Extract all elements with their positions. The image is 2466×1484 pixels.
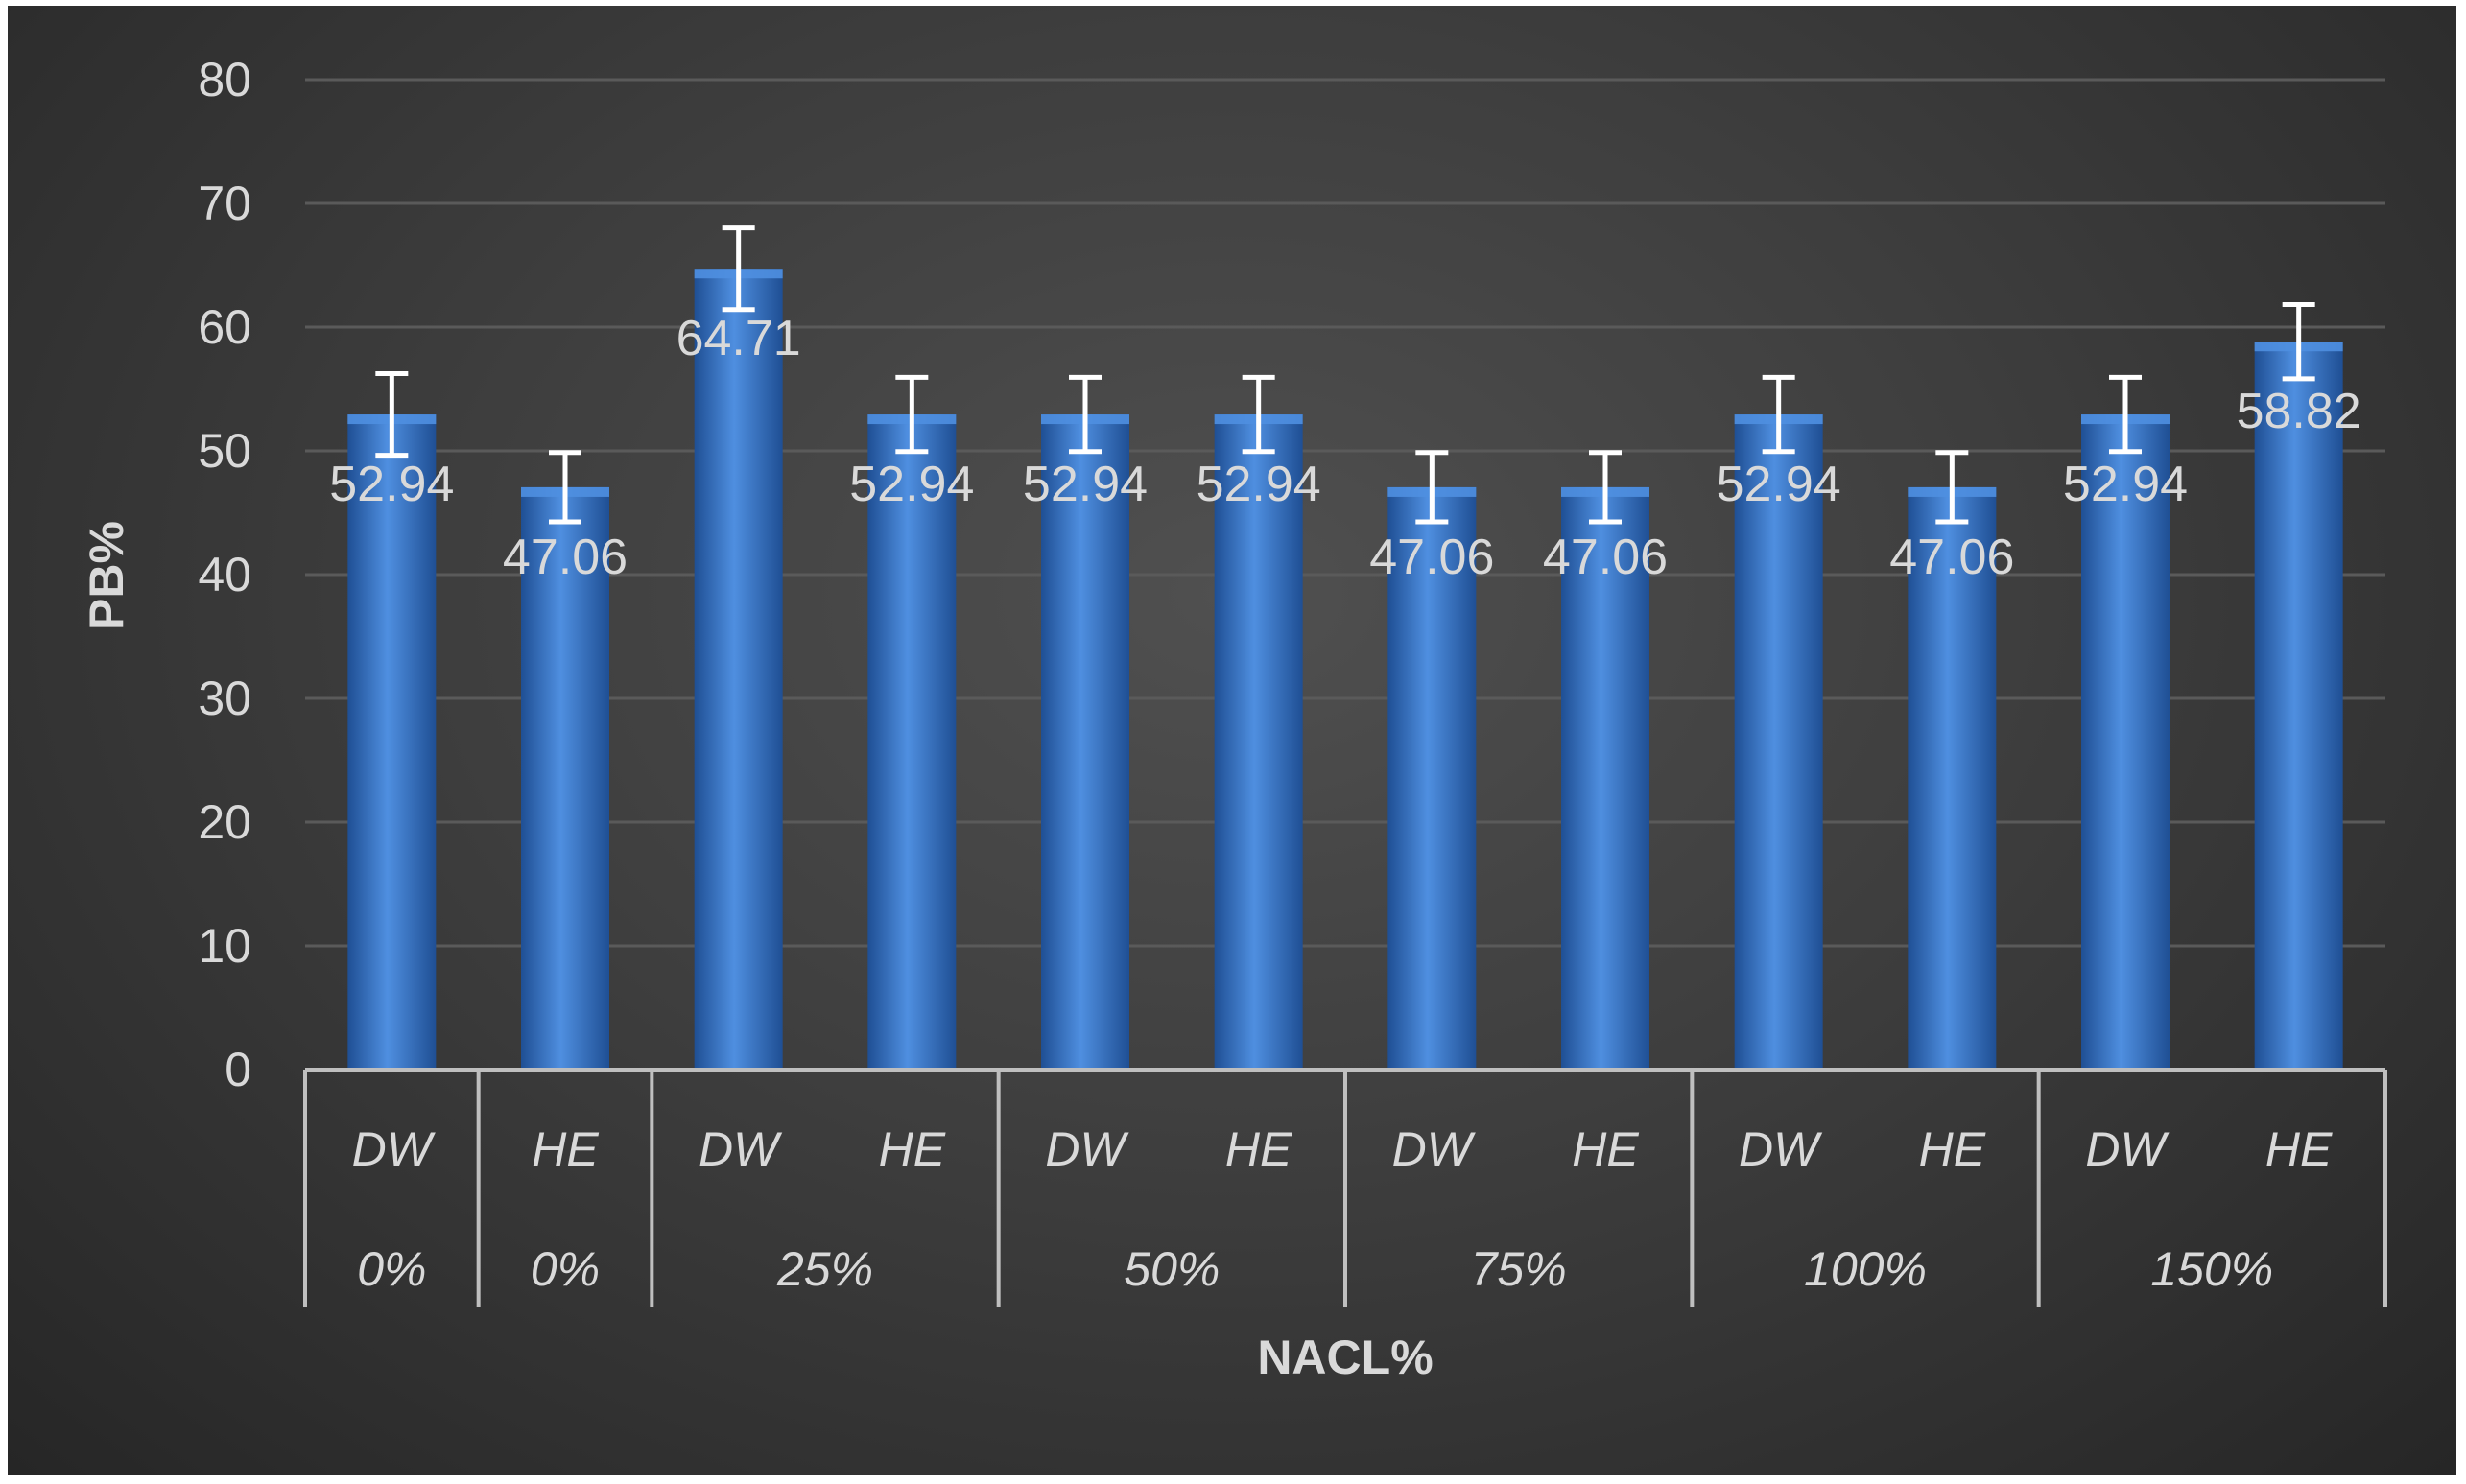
bar xyxy=(2254,342,2343,1070)
bar xyxy=(1041,414,1129,1071)
y-tick-label: 60 xyxy=(198,300,251,354)
x-category-label: DW xyxy=(1392,1122,1477,1176)
data-label: 47.06 xyxy=(1543,530,1668,585)
x-category-label: DW xyxy=(1739,1122,1823,1176)
x-category-label: DW xyxy=(352,1122,437,1176)
y-tick-label: 30 xyxy=(198,671,251,725)
bar xyxy=(694,269,783,1071)
x-group-label: 0% xyxy=(531,1242,600,1296)
bar xyxy=(867,414,957,1071)
x-category-label: HE xyxy=(2265,1122,2333,1176)
error-bar xyxy=(895,374,929,455)
y-tick-label: 50 xyxy=(198,424,251,478)
bar xyxy=(1908,486,1997,1070)
data-label: 52.94 xyxy=(849,457,974,512)
bar xyxy=(347,414,437,1071)
y-axis-title: PB% xyxy=(80,521,133,630)
data-label: 52.94 xyxy=(2063,457,2188,512)
error-bar xyxy=(1415,450,1449,525)
error-bar xyxy=(2282,302,2315,382)
y-tick-label: 40 xyxy=(198,548,251,601)
x-category-label: HE xyxy=(1919,1122,1986,1176)
bars xyxy=(347,269,2343,1071)
bar xyxy=(2081,414,2170,1071)
y-tick-label: 80 xyxy=(198,53,251,106)
data-label: 47.06 xyxy=(503,530,628,585)
y-tick-label: 20 xyxy=(198,795,251,849)
bar xyxy=(521,486,609,1070)
y-axis-ticks: 0 10 20 30 40 50 60 70 80 xyxy=(198,53,251,1096)
gridlines xyxy=(305,78,2385,948)
error-bar xyxy=(549,450,581,525)
x-group-label: 75% xyxy=(1471,1242,1567,1296)
data-labels: 52.94 47.06 64.71 52.94 52.94 52.94 47.06 47.06… xyxy=(329,311,2360,585)
bar xyxy=(1734,414,1823,1071)
x-group-label: 25% xyxy=(776,1242,873,1296)
x-group-label: 100% xyxy=(1804,1242,1927,1296)
data-label: 58.82 xyxy=(2237,384,2361,439)
x-category-label: DW xyxy=(699,1122,783,1176)
data-label: 64.71 xyxy=(676,311,801,366)
data-label: 52.94 xyxy=(329,457,454,512)
x-group-label: 150% xyxy=(2150,1242,2273,1296)
x-group-label: 50% xyxy=(1124,1242,1220,1296)
data-label: 47.06 xyxy=(1889,530,2014,585)
data-label: 52.94 xyxy=(1023,457,1148,512)
data-label: 52.94 xyxy=(1717,457,1841,512)
bar xyxy=(1561,486,1649,1070)
bar xyxy=(1214,414,1303,1071)
x-category-label: DW xyxy=(2085,1122,2170,1176)
error-bar xyxy=(1589,450,1622,525)
x-category-label: HE xyxy=(1225,1122,1292,1176)
x-category-label: DW xyxy=(1045,1122,1129,1176)
error-bars xyxy=(375,225,2315,525)
error-bar xyxy=(1935,450,1969,525)
error-bar xyxy=(2109,374,2142,455)
x-axis: DW HE DW HE DW HE DW HE DW HE DW HE 0% 0% 25% 50% 75% 100… xyxy=(303,1068,2387,1307)
error-bar xyxy=(1762,374,1795,455)
error-bar xyxy=(375,371,409,459)
y-tick-label: 0 xyxy=(225,1043,251,1096)
x-category-label: HE xyxy=(879,1122,946,1176)
error-bar xyxy=(722,225,755,313)
x-axis-title: NACL% xyxy=(1257,1331,1433,1384)
x-category-label: HE xyxy=(532,1122,599,1176)
y-tick-label: 70 xyxy=(198,177,251,230)
y-tick-label: 10 xyxy=(198,919,251,973)
x-category-label: HE xyxy=(1572,1122,1639,1176)
data-label: 47.06 xyxy=(1369,530,1494,585)
bar xyxy=(1387,486,1477,1070)
data-label: 52.94 xyxy=(1197,457,1321,512)
error-bar xyxy=(1242,374,1275,455)
error-bar xyxy=(1069,374,1102,455)
x-group-label: 0% xyxy=(357,1242,426,1296)
